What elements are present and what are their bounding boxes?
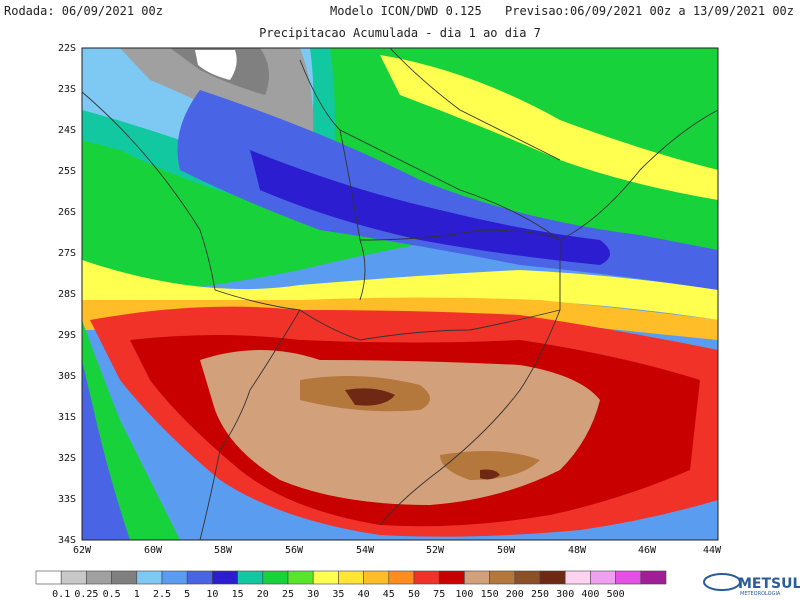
legend-swatch <box>312 570 339 585</box>
legend-swatch <box>514 570 541 585</box>
legend-label: 45 <box>383 589 395 600</box>
lat-label: 27S <box>58 248 76 259</box>
lat-label: 25S <box>58 166 76 177</box>
legend-label: 30 <box>307 589 319 600</box>
map-subtitle: Precipitacao Acumulada - dia 1 ao dia 7 <box>259 26 541 40</box>
legend-colorbar <box>35 570 667 585</box>
latitude-axis: 22S 23S 24S 25S 26S 27S 28S 29S 30S 31S … <box>58 43 76 546</box>
lon-label: 50W <box>497 545 516 556</box>
lon-label: 58W <box>214 545 233 556</box>
legend-label: 100 <box>455 589 473 600</box>
lon-label: 44W <box>703 545 722 556</box>
legend-labels: 0.1 0.25 0.5 1 2.5 5 10 15 20 25 30 35 40 45 50 75 100 15… <box>52 589 624 600</box>
political-boundaries <box>82 48 718 540</box>
lat-label: 31S <box>58 412 76 423</box>
legend-label: 150 <box>481 589 499 600</box>
legend-label: 5 <box>184 589 190 600</box>
legend-label: 1 <box>134 589 140 600</box>
legend-swatch <box>262 570 289 585</box>
legend-label: 250 <box>531 589 549 600</box>
legend-label: 35 <box>332 589 344 600</box>
legend-label: 500 <box>607 589 625 600</box>
lat-label: 30S <box>58 371 76 382</box>
legend-swatch <box>388 570 415 585</box>
legend-swatch <box>438 570 465 585</box>
legend-label: 25 <box>282 589 294 600</box>
legend-swatch <box>539 570 566 585</box>
legend-swatch <box>363 570 390 585</box>
legend-label: 2.5 <box>153 589 171 600</box>
legend-swatch <box>413 570 440 585</box>
lon-label: 46W <box>638 545 657 556</box>
legend-label: 200 <box>506 589 524 600</box>
legend-label: 15 <box>232 589 244 600</box>
metsul-logo: METSUL METEOROLOGIA <box>703 573 800 597</box>
lat-label: 26S <box>58 207 76 218</box>
lon-label: 54W <box>356 545 375 556</box>
lat-label: 32S <box>58 453 76 464</box>
legend-swatch <box>464 570 490 585</box>
legend-swatch <box>590 570 616 585</box>
precipitation-field <box>82 48 718 540</box>
lat-label: 23S <box>58 84 76 95</box>
legend-swatch <box>86 570 112 585</box>
lat-label: 34S <box>58 535 76 546</box>
lon-label: 62W <box>73 545 92 556</box>
lon-label: 52W <box>426 545 445 556</box>
legend-swatch <box>615 570 642 585</box>
legend-label: 0.25 <box>74 589 98 600</box>
legend-label: 10 <box>206 589 218 600</box>
logo-swoosh-icon <box>703 573 741 591</box>
legend-label: 75 <box>433 589 445 600</box>
legend-swatch <box>640 570 667 585</box>
longitude-axis: 62W 60W 58W 56W 54W 52W 50W 48W 46W 44W <box>73 545 722 556</box>
legend-swatch <box>489 570 516 585</box>
legend-swatch <box>111 570 138 585</box>
legend-swatch <box>136 570 163 585</box>
legend-label: 0.1 <box>52 589 70 600</box>
lat-label: 24S <box>58 125 76 136</box>
legend-label: 300 <box>556 589 574 600</box>
map-frame <box>81 47 719 541</box>
legend-label: 400 <box>581 589 599 600</box>
legend-swatch <box>287 570 314 585</box>
legend-label: 20 <box>257 589 269 600</box>
legend-swatch <box>237 570 264 585</box>
legend-swatch <box>186 570 213 585</box>
legend-swatch <box>564 570 591 585</box>
logo-subtext: METEOROLOGIA <box>740 591 781 597</box>
lat-label: 29S <box>58 330 76 341</box>
legend-swatch <box>212 570 238 585</box>
lat-label: 28S <box>58 289 76 300</box>
lon-label: 56W <box>285 545 304 556</box>
run-date-label: Rodada: 06/09/2021 00z <box>4 4 163 18</box>
model-name-label: Modelo ICON/DWD 0.125 <box>330 4 482 18</box>
lat-label: 22S <box>58 43 76 54</box>
legend-label: 50 <box>408 589 420 600</box>
legend-swatch <box>35 570 62 585</box>
logo-text: METSUL <box>738 576 800 592</box>
lat-label: 33S <box>58 494 76 505</box>
legend-swatch <box>60 570 87 585</box>
forecast-period-label: Previsao:06/09/2021 00z a 13/09/2021 00z <box>505 4 794 18</box>
legend-label: 40 <box>358 589 370 600</box>
legend-label: 0.5 <box>103 589 121 600</box>
legend-swatch <box>338 570 364 585</box>
legend-swatch <box>161 570 188 585</box>
lon-label: 60W <box>144 545 163 556</box>
lon-label: 48W <box>568 545 587 556</box>
